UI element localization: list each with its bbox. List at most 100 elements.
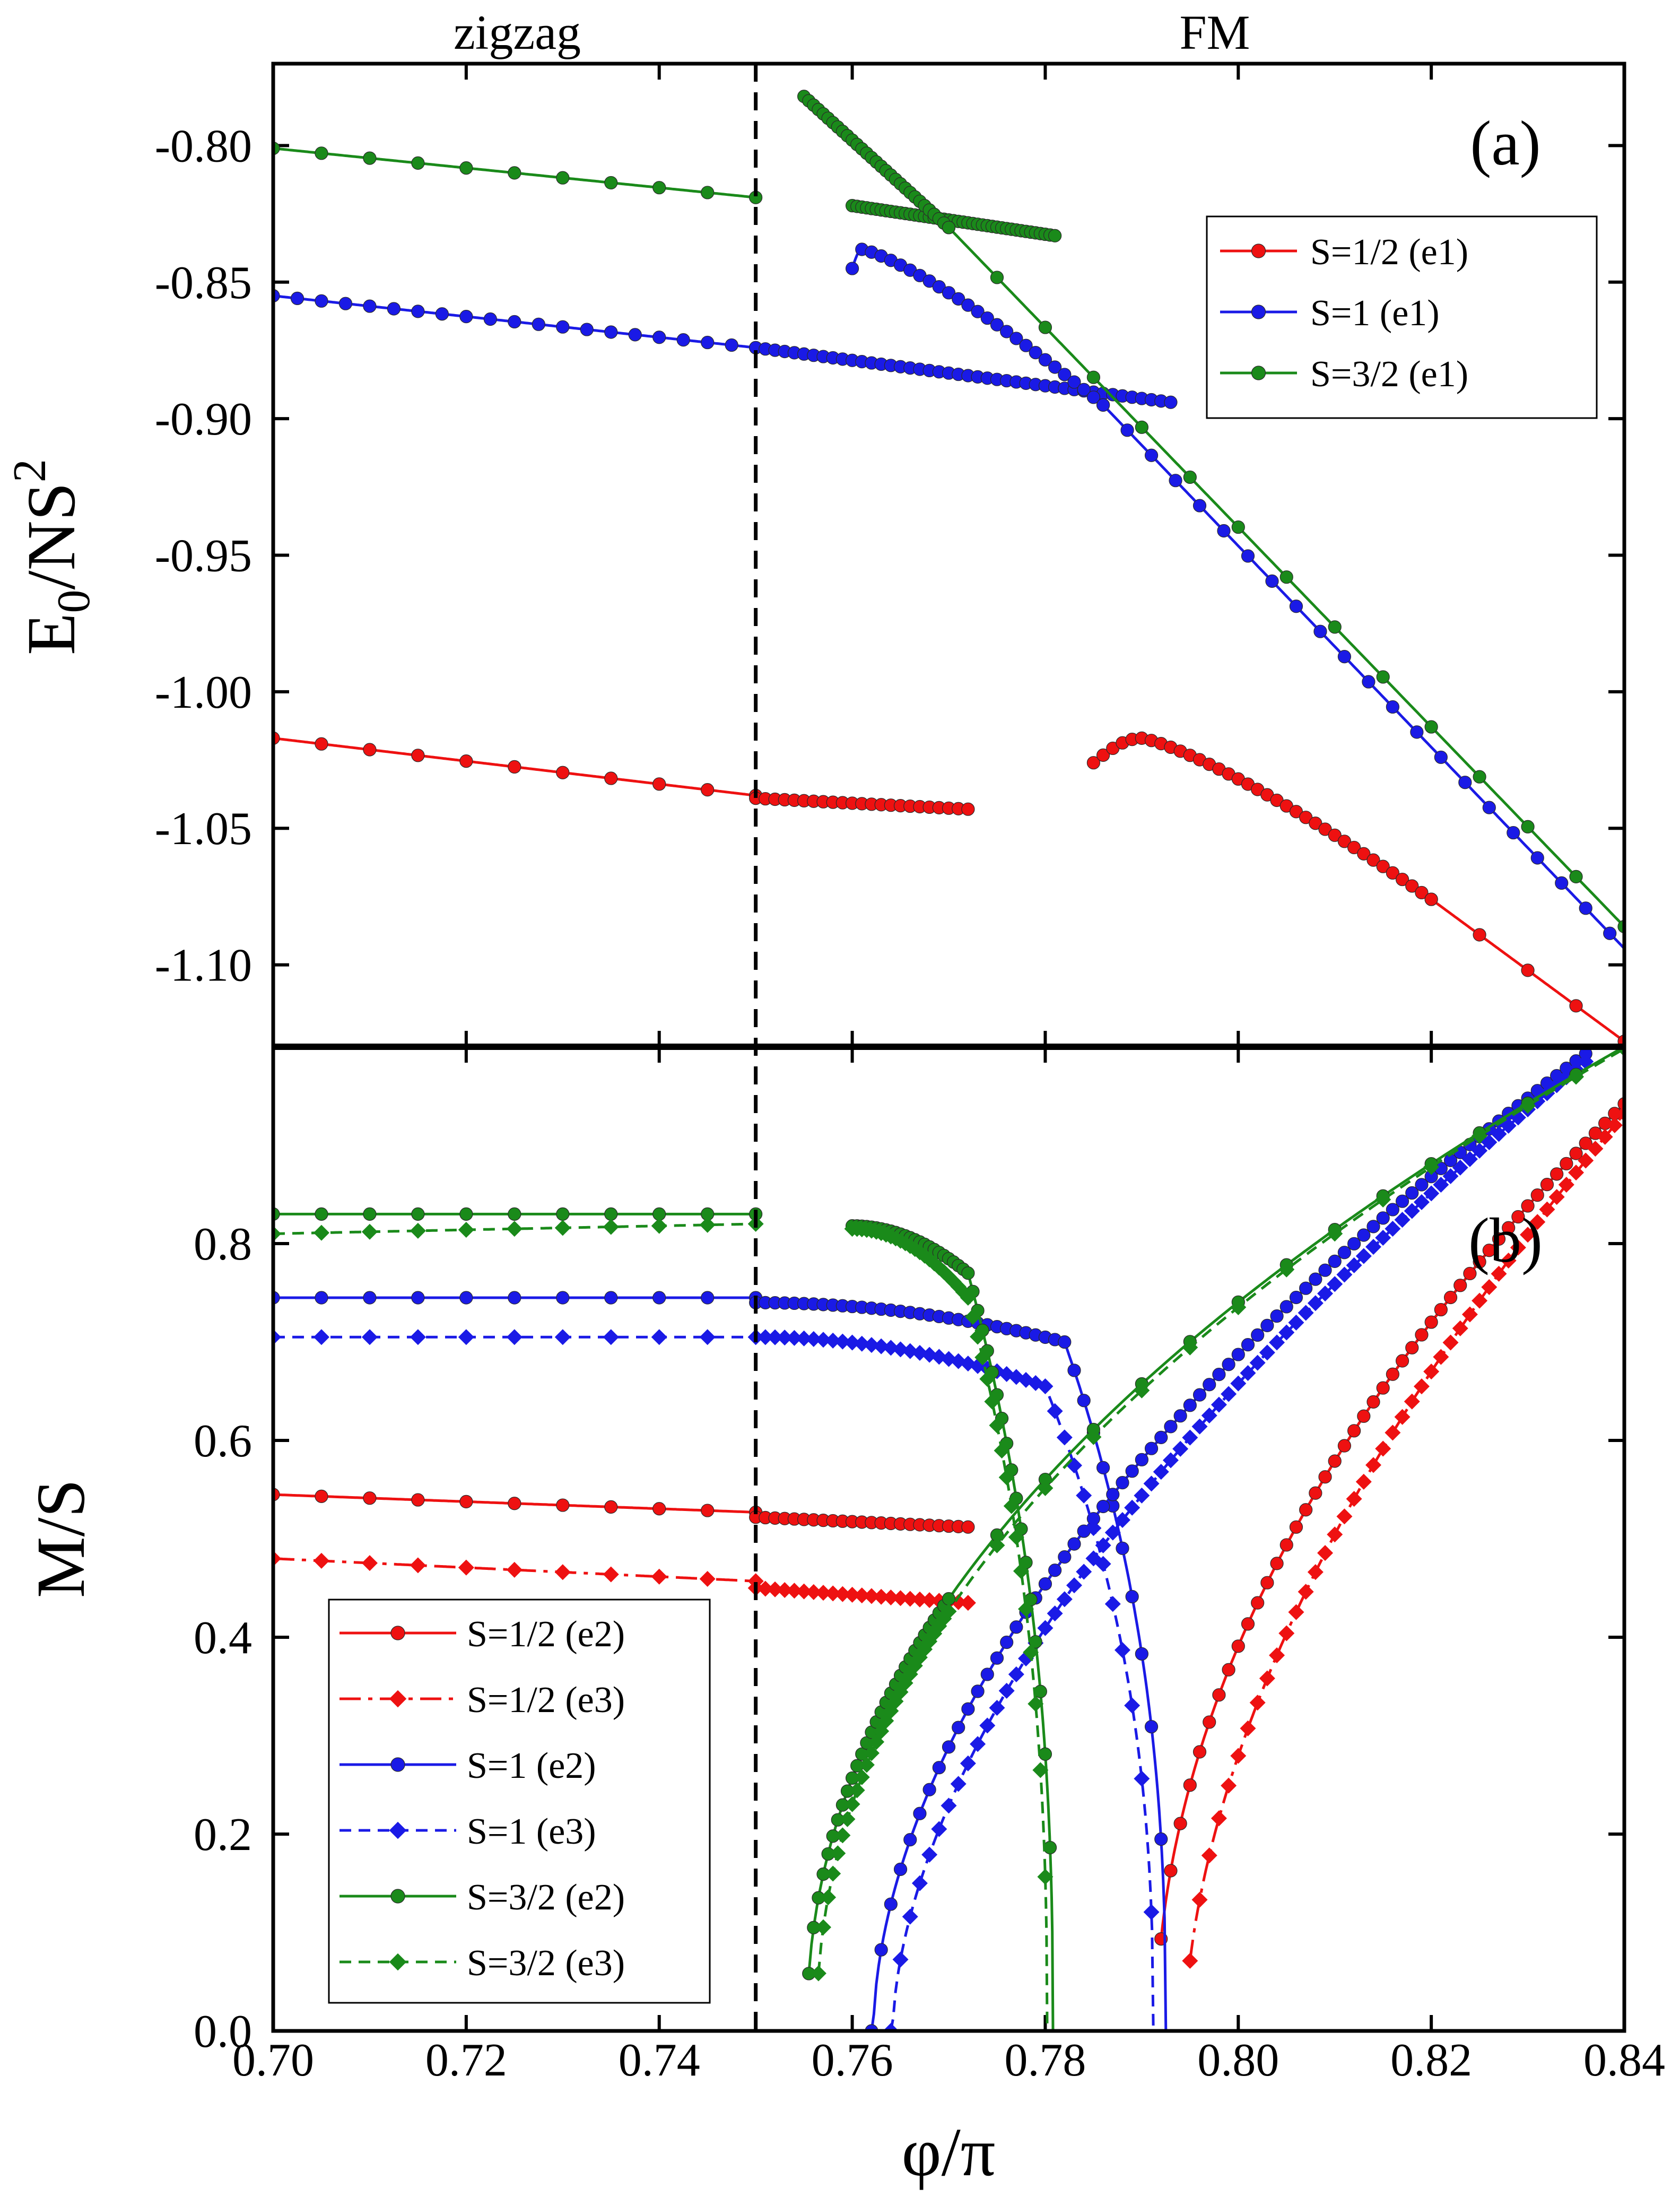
data-marker-circle — [1135, 1453, 1148, 1466]
data-marker-circle — [1473, 1255, 1486, 1269]
data-marker-circle — [411, 305, 425, 318]
data-marker-circle — [556, 1291, 570, 1305]
data-marker-diamond — [767, 1581, 784, 1597]
data-marker-diamond — [389, 1690, 407, 1708]
data-marker-circle — [556, 1207, 570, 1221]
data-marker-circle — [1328, 1454, 1342, 1468]
series-line — [817, 1047, 1624, 1974]
data-marker-diamond — [1230, 1299, 1247, 1315]
region-label-zigzag: zigzag — [454, 5, 581, 59]
data-marker-diamond — [979, 1371, 996, 1387]
data-marker-diamond — [1423, 1159, 1440, 1175]
data-marker-circle — [1154, 1430, 1168, 1444]
data-marker-diamond — [964, 1309, 981, 1325]
data-marker-diamond — [854, 1587, 870, 1604]
data-marker-circle — [1386, 1203, 1399, 1217]
data-marker-diamond — [863, 1588, 880, 1604]
data-marker-circle — [1125, 1464, 1139, 1478]
data-marker-diamond — [815, 1332, 831, 1348]
data-marker-diamond — [989, 1537, 1005, 1553]
data-marker-circle — [1366, 1220, 1380, 1234]
data-marker-circle — [1337, 1439, 1352, 1453]
data-marker-diamond — [1143, 1475, 1160, 1492]
data-marker-diamond — [825, 1865, 841, 1882]
data-marker-diamond — [1230, 1375, 1247, 1392]
data-marker-circle — [411, 1207, 425, 1221]
data-marker-diamond — [410, 1222, 426, 1239]
data-marker-circle — [1260, 1576, 1274, 1590]
data-marker-diamond — [603, 1329, 619, 1345]
data-marker-circle — [604, 1500, 618, 1514]
data-marker-diamond — [603, 1566, 619, 1583]
data-marker-circle — [952, 292, 965, 306]
data-marker-circle — [1048, 1564, 1062, 1577]
data-marker-diamond — [1365, 1239, 1381, 1255]
data-marker-diamond — [1365, 1457, 1381, 1473]
data-marker-diamond — [1134, 1770, 1150, 1787]
data-marker-diamond — [1394, 1409, 1411, 1425]
data-marker-circle — [971, 305, 985, 318]
data-marker-circle — [1328, 1254, 1342, 1269]
data-marker-circle — [1357, 1228, 1371, 1242]
data-marker-diamond — [1134, 1382, 1150, 1399]
data-marker-circle — [1299, 1281, 1313, 1295]
data-marker-diamond — [1085, 1520, 1102, 1536]
data-marker-circle — [961, 1520, 975, 1534]
data-marker-circle — [1270, 1309, 1284, 1323]
data-marker-diamond — [1307, 1564, 1324, 1580]
data-marker-circle — [459, 310, 473, 324]
legend-entry-label: S=1/2 (e3) — [467, 1680, 625, 1721]
data-marker-diamond — [699, 1570, 716, 1587]
data-marker-diamond — [1404, 1393, 1420, 1410]
data-marker-circle — [1058, 1550, 1072, 1564]
data-marker-circle — [1410, 725, 1424, 739]
data-marker-circle — [1530, 851, 1544, 865]
series-line — [1188, 1113, 1624, 1961]
data-marker-circle — [1086, 370, 1100, 384]
data-marker-diamond — [883, 1589, 899, 1605]
data-marker-diamond — [921, 1846, 938, 1863]
data-marker-diamond — [834, 1586, 851, 1602]
data-marker-diamond — [854, 1335, 870, 1352]
data-marker-circle — [556, 320, 570, 334]
data-marker-circle — [1289, 600, 1303, 613]
data-marker-circle — [604, 771, 618, 785]
data-marker-diamond — [921, 1592, 938, 1609]
data-marker-circle — [1405, 879, 1419, 893]
panel-b-ylabel: M/S — [23, 1479, 99, 1598]
data-marker-diamond — [941, 1797, 957, 1814]
data-marker-circle — [1560, 1157, 1573, 1170]
data-marker-circle — [1492, 1232, 1506, 1246]
data-marker-circle — [1260, 1318, 1274, 1332]
data-marker-circle — [556, 1498, 570, 1512]
data-marker-circle — [980, 311, 994, 325]
data-marker-diamond — [1433, 1349, 1449, 1365]
x-tick-label: 0.70 — [232, 2035, 314, 2086]
data-marker-diamond — [603, 1219, 619, 1235]
data-marker-circle — [1569, 1147, 1583, 1160]
data-marker-diamond — [1413, 1378, 1430, 1395]
data-marker-circle — [1231, 520, 1245, 534]
data-marker-circle — [1154, 1832, 1168, 1846]
data-marker-circle — [942, 1740, 956, 1754]
data-marker-circle — [1569, 870, 1583, 884]
data-marker-circle — [652, 181, 666, 195]
data-marker-diamond — [1162, 1452, 1179, 1469]
data-marker-circle — [1603, 926, 1617, 940]
data-marker-diamond — [1307, 1295, 1324, 1312]
data-marker-circle — [1521, 1199, 1535, 1213]
panel-a-label: (a) — [1470, 108, 1540, 178]
x-axis-title: φ/π — [902, 2114, 996, 2191]
panel-b-series — [273, 1047, 1624, 2031]
data-marker-diamond — [902, 1591, 918, 1607]
data-marker-diamond — [1230, 1748, 1247, 1764]
data-marker-diamond — [883, 2023, 899, 2031]
legend-entry-label: S=1 (e1) — [1310, 293, 1440, 334]
data-marker-diamond — [1032, 1762, 1049, 1778]
series-line — [273, 1222, 756, 1235]
data-marker-diamond — [849, 1782, 865, 1799]
data-marker-diamond — [1578, 1152, 1594, 1169]
data-marker-circle — [1067, 1363, 1081, 1377]
panel-b-legend-box — [328, 1599, 711, 2004]
data-marker-diamond — [313, 1224, 329, 1241]
